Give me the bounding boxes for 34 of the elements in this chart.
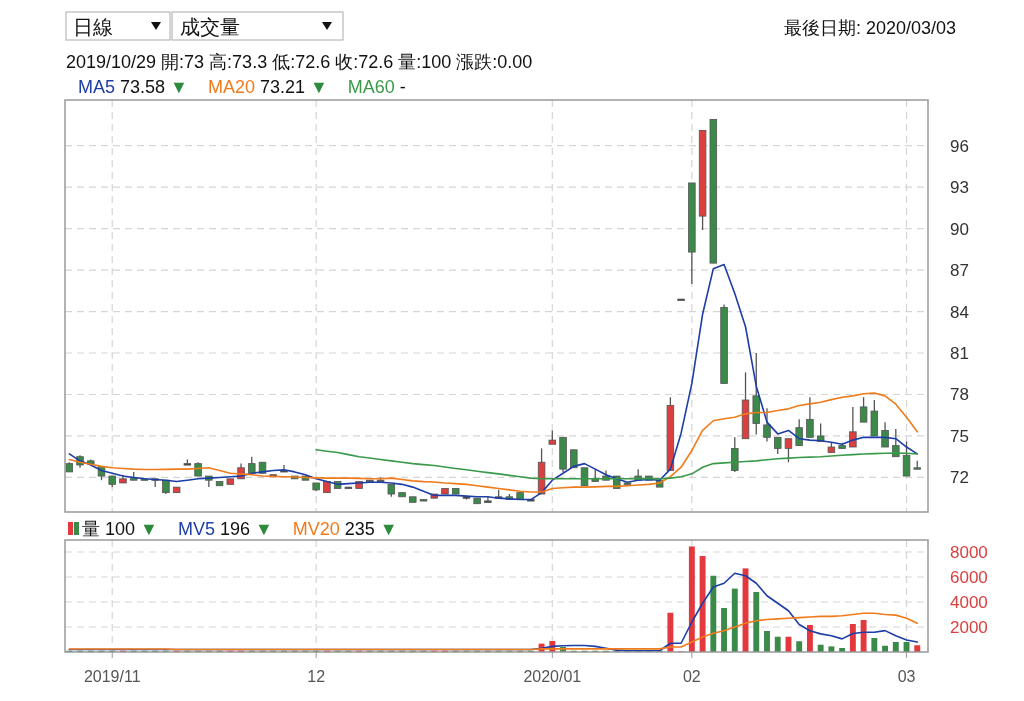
y-tick-label: 81 [950,344,969,364]
text: 成交量 [180,16,240,38]
legend-label: 量 [82,519,106,539]
text: 73.21 ▼ [259,77,328,97]
text: MA20 [207,77,260,97]
x-tick-label: 2019/11 [83,668,141,685]
text: MV20 [292,519,345,539]
y-tick-label: 90 [950,219,969,239]
y-tick-label: 8000 [950,543,988,562]
y-tick-label: 87 [950,261,969,281]
text: 235 ▼ [344,519,398,539]
y-tick-label: 72 [950,468,969,488]
y-tick-label: 96 [950,136,969,156]
x-tick-label: 03 [897,668,916,685]
text: 100 ▼ [105,519,158,539]
x-tick-label: 2020/01 [523,668,582,685]
y-tick-label: 93 [950,178,969,198]
y-tick-label: 4000 [950,593,988,612]
text: 196 ▼ [219,519,273,539]
text: 日線 [73,16,113,38]
text: 73.58 ▼ [120,77,188,97]
text: MA60 [347,77,400,97]
y-tick-label: 2000 [950,618,988,637]
text: 2019/10/29 開:73 高:73.3 低:72.6 收:72.6 量:100 漲跌:0.00 [66,52,533,72]
text: MV5 [177,519,220,539]
x-tick-label: 12 [307,668,326,685]
y-tick-label: 6000 [950,568,988,587]
text: 最後日期: 2020/03/03 [783,18,956,38]
x-tick-label: 02 [682,668,701,685]
text: MA5 [78,77,121,97]
y-tick-label: 75 [950,426,969,446]
text: - [399,77,406,97]
y-tick-label: 78 [950,385,969,405]
y-tick-label: 84 [950,302,969,322]
